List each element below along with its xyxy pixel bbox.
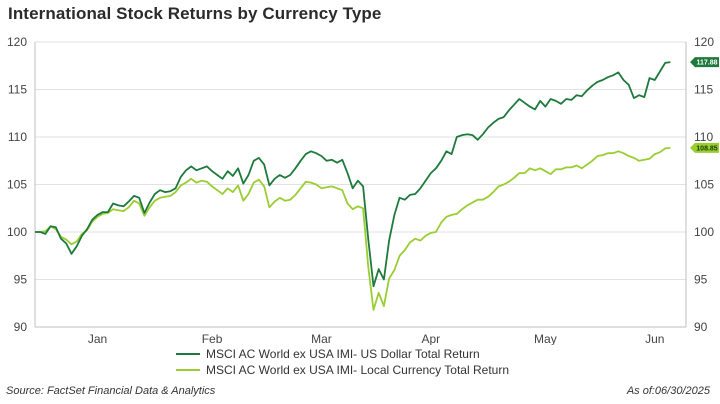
chart-axes: 90 90 95 95 100 100 105 105 110 110 115 115 120 120 Ja… xyxy=(7,35,714,345)
line-chart: 90 90 95 95 100 100 105 105 110 110 115 115 120 120 Ja… xyxy=(7,35,719,345)
y-tick-label-right: 100 xyxy=(694,225,714,239)
end-label-local: 108.85 xyxy=(690,142,719,153)
as-of-date: As of:06/30/2025 xyxy=(626,385,710,397)
legend-label-local: MSCI AC World ex USA IMI- Local Currency… xyxy=(206,363,509,377)
legend-item-local: MSCI AC World ex USA IMI- Local Currency… xyxy=(176,362,509,378)
y-tick-label-left: 90 xyxy=(14,320,28,334)
chart-legend: MSCI AC World ex USA IMI- US Dollar Tota… xyxy=(176,346,509,378)
x-tick-label: Mar xyxy=(311,332,332,345)
end-label-tag xyxy=(690,57,719,68)
plot-area xyxy=(35,61,671,311)
series-line-local xyxy=(35,147,671,311)
legend-swatch-usd xyxy=(176,353,200,355)
chart-title: International Stock Returns by Currency … xyxy=(8,4,382,23)
y-tick-label-left: 95 xyxy=(14,273,28,287)
y-tick-label-right: 90 xyxy=(694,320,708,334)
y-tick-label-left: 100 xyxy=(7,225,27,239)
x-tick-label: Apr xyxy=(421,332,440,345)
x-tick-label: Jun xyxy=(645,332,664,345)
x-tick-label: Jan xyxy=(88,332,107,345)
y-tick-label-left: 105 xyxy=(7,178,27,192)
y-tick-label-right: 110 xyxy=(694,130,713,144)
end-label-text: 108.85 xyxy=(696,146,718,153)
end-labels: 117.88 108.85 xyxy=(690,57,719,153)
legend-label-usd: MSCI AC World ex USA IMI- US Dollar Tota… xyxy=(206,347,480,361)
y-tick-label-right: 95 xyxy=(694,273,708,287)
legend-item-usd: MSCI AC World ex USA IMI- US Dollar Tota… xyxy=(176,346,509,362)
end-label-text: 117.88 xyxy=(696,60,717,67)
y-tick-label-right: 115 xyxy=(694,83,713,97)
legend-swatch-local xyxy=(176,369,200,371)
y-tick-label-right: 120 xyxy=(694,35,714,49)
series-line-usd xyxy=(35,61,671,288)
x-tick-label: Feb xyxy=(202,332,223,345)
y-tick-label-left: 115 xyxy=(8,83,27,97)
x-tick-label: May xyxy=(534,332,557,345)
source-note: Source: FactSet Financial Data & Analyti… xyxy=(6,385,216,397)
end-label-tag xyxy=(690,142,719,153)
y-tick-label-left: 110 xyxy=(8,130,27,144)
y-tick-label-right: 105 xyxy=(694,178,714,192)
end-label-usd: 117.88 xyxy=(690,57,719,68)
y-tick-label-left: 120 xyxy=(7,35,27,49)
